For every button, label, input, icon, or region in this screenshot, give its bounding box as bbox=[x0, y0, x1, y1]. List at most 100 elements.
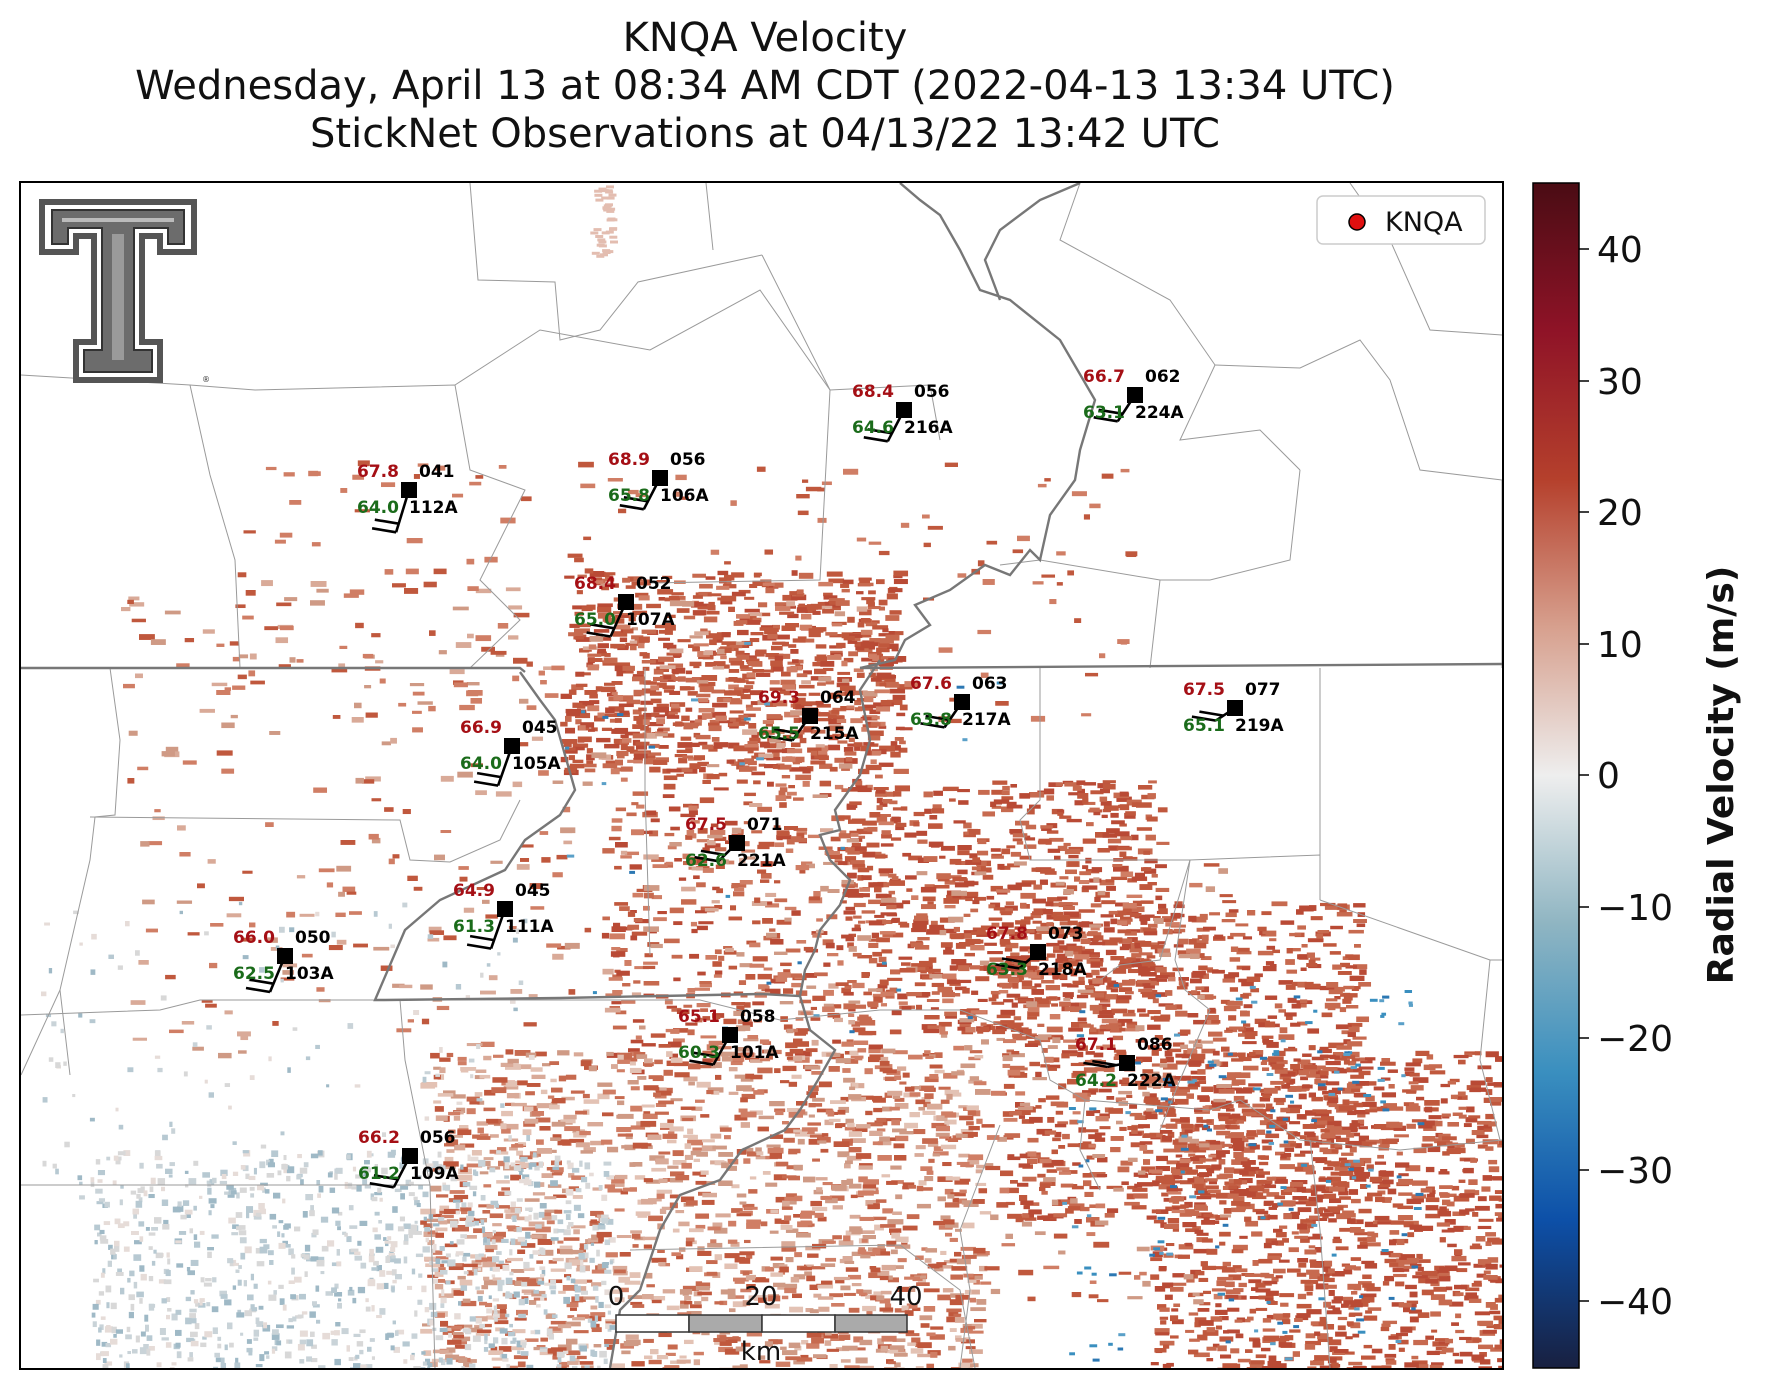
wind-barb-flag bbox=[689, 1059, 714, 1066]
wind-barb-flag bbox=[768, 735, 793, 742]
scale-unit: km bbox=[741, 1337, 781, 1367]
state-borders bbox=[21, 183, 1502, 1368]
station-marker-icon bbox=[1030, 944, 1046, 960]
station-plot: 66.0 050 62.5 103A bbox=[233, 928, 334, 994]
station-temperature: 69.3 bbox=[758, 688, 800, 708]
station-dewpoint: 65.1 bbox=[1183, 716, 1225, 736]
colorbar-tick-label: 40 bbox=[1597, 230, 1643, 271]
station-marker-icon bbox=[652, 470, 668, 486]
station-temperature: 66.2 bbox=[358, 1128, 400, 1148]
station-marker-icon bbox=[277, 948, 293, 964]
station-dewpoint: 61.2 bbox=[358, 1164, 400, 1184]
station-id: 106A bbox=[660, 486, 709, 506]
station-temperature: 66.0 bbox=[233, 928, 275, 948]
station-marker-icon bbox=[729, 835, 745, 851]
wind-barb-flag bbox=[694, 855, 719, 863]
station-wind-direction: 045 bbox=[522, 718, 558, 738]
station-temperature: 67.5 bbox=[1183, 680, 1225, 700]
colorbar-tick-label: −30 bbox=[1597, 1151, 1673, 1192]
title-line-2: Wednesday, April 13 at 08:34 AM CDT (202… bbox=[135, 63, 1395, 109]
wind-barb-flag bbox=[1001, 957, 1027, 964]
station-plot: 67.1 086 64.2 222A bbox=[1075, 1035, 1176, 1091]
station-temperature: 66.7 bbox=[1083, 367, 1125, 387]
station-plot: 67.5 077 65.1 219A bbox=[1183, 680, 1284, 736]
station-wind-direction: 086 bbox=[1137, 1035, 1173, 1055]
station-plot: 65.1 058 60.3 101A bbox=[678, 1007, 779, 1066]
scale-tick-20: 20 bbox=[744, 1282, 777, 1312]
station-plot: 66.7 062 63.1 224A bbox=[1083, 367, 1184, 423]
station-wind-direction: 063 bbox=[972, 674, 1008, 694]
station-plot: 68.4 052 65.0 107A bbox=[574, 574, 675, 638]
station-temperature: 68.9 bbox=[608, 450, 650, 470]
station-temperature: 68.4 bbox=[852, 382, 894, 402]
wind-barb-flag bbox=[863, 436, 889, 443]
wind-barb-flag bbox=[693, 1051, 719, 1059]
station-wind-direction: 073 bbox=[1048, 924, 1084, 944]
station-marker-icon bbox=[504, 738, 520, 754]
station-dewpoint: 62.5 bbox=[233, 964, 275, 984]
station-id: 222A bbox=[1127, 1071, 1176, 1091]
wind-barb-flag bbox=[700, 849, 726, 857]
station-id: 216A bbox=[904, 418, 953, 438]
wind-barb-flag bbox=[586, 631, 611, 638]
station-wind-direction: 064 bbox=[820, 688, 856, 708]
station-dewpoint: 62.6 bbox=[685, 851, 727, 871]
station-wind-direction: 056 bbox=[914, 382, 950, 402]
map-frame bbox=[19, 181, 1504, 1370]
station-id: 112A bbox=[409, 498, 458, 518]
station-temperature: 65.1 bbox=[678, 1007, 720, 1027]
colorbar-tick-label: 30 bbox=[1597, 362, 1643, 403]
station-plot: 68.4 056 64.6 216A bbox=[852, 382, 953, 443]
station-temperature: 67.8 bbox=[357, 462, 399, 482]
title-line-3: StickNet Observations at 04/13/22 13:42 … bbox=[310, 111, 1220, 157]
station-id: 221A bbox=[737, 851, 786, 871]
station-wind-direction: 050 bbox=[295, 928, 331, 948]
station-wind-direction: 056 bbox=[420, 1128, 456, 1148]
station-dewpoint: 63.1 bbox=[1083, 403, 1125, 423]
wind-barb-flag bbox=[995, 963, 1020, 970]
station-id: 215A bbox=[810, 724, 859, 744]
colorbar-tick-label: −40 bbox=[1597, 1282, 1673, 1323]
wind-barb-flag bbox=[374, 518, 400, 525]
station-wind-direction: 041 bbox=[419, 462, 455, 482]
wind-barb-flag bbox=[867, 428, 893, 435]
colorbar-tick-label: 10 bbox=[1597, 625, 1643, 666]
station-temperature: 68.4 bbox=[574, 574, 616, 594]
scale-tick-0: 0 bbox=[608, 1282, 625, 1312]
station-plot: 64.9 045 61.3 111A bbox=[453, 881, 554, 950]
station-wind-direction: 077 bbox=[1245, 680, 1281, 700]
station-id: 111A bbox=[505, 917, 554, 937]
wind-barb-flag bbox=[623, 496, 649, 503]
wind-barb-flag bbox=[245, 986, 271, 994]
wind-barb-flag bbox=[1092, 1059, 1117, 1067]
station-id: 101A bbox=[730, 1043, 779, 1063]
station-wind-direction: 045 bbox=[515, 881, 551, 901]
station-dewpoint: 61.3 bbox=[453, 917, 495, 937]
station-dewpoint: 63.8 bbox=[910, 710, 952, 730]
station-temperature: 67.1 bbox=[1075, 1035, 1117, 1055]
colorbar-tick-label: −10 bbox=[1597, 888, 1673, 929]
station-plot: 67.8 041 64.0 112A bbox=[357, 462, 458, 534]
station-dewpoint: 64.0 bbox=[357, 498, 399, 518]
station-id: 224A bbox=[1135, 403, 1184, 423]
station-marker-icon bbox=[896, 402, 912, 418]
station-id: 219A bbox=[1235, 716, 1284, 736]
colorbar-label: Radial Velocity (m/s) bbox=[1701, 566, 1742, 985]
colorbar-tick-label: −20 bbox=[1597, 1019, 1673, 1060]
station-marker-icon bbox=[497, 901, 513, 917]
wind-barb-flag bbox=[369, 1182, 395, 1189]
station-marker-icon bbox=[954, 694, 970, 710]
station-id: 217A bbox=[962, 710, 1011, 730]
legend-label: KNQA bbox=[1385, 207, 1463, 238]
county-borders bbox=[21, 183, 1502, 1368]
radar-velocity-field bbox=[41, 185, 1502, 1368]
knqa-marker-icon bbox=[1348, 213, 1366, 231]
wind-barb-flag bbox=[1191, 715, 1217, 722]
colorbar: 40 30 20 10 0 −10 −20 −30 −40 Radial Velocity (m… bbox=[1532, 182, 1742, 1369]
station-dewpoint: 60.3 bbox=[678, 1043, 720, 1063]
colorbar-tick-label: 20 bbox=[1597, 493, 1643, 534]
station-temperature: 66.9 bbox=[460, 718, 502, 738]
station-marker-icon bbox=[722, 1027, 738, 1043]
wind-barb-flag bbox=[1098, 408, 1123, 416]
station-dewpoint: 65.0 bbox=[574, 610, 616, 630]
